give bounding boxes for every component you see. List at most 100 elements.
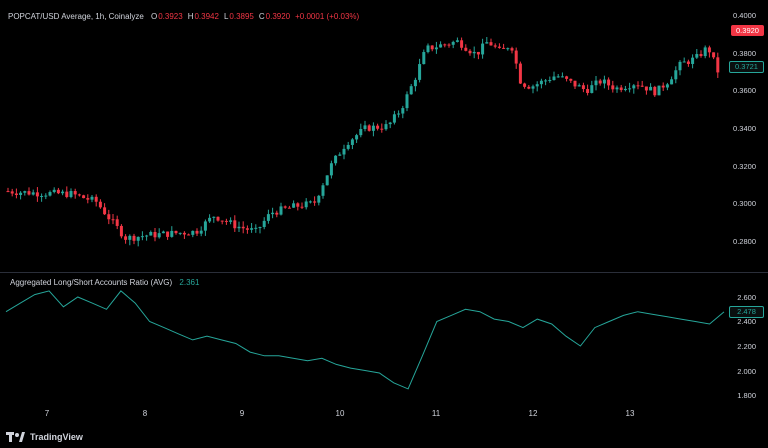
candle-body (686, 61, 690, 64)
candle-body (287, 207, 291, 209)
candle-body (670, 79, 674, 85)
candle-body (569, 78, 573, 81)
ohlc-value: 0.3895 (229, 12, 254, 21)
tradingview-logo-icon (6, 432, 25, 442)
candle-body (691, 57, 695, 64)
candle-body (300, 206, 304, 208)
candle-body (363, 125, 367, 130)
candle-body (174, 230, 178, 234)
candle-body (397, 113, 401, 115)
candle-body (140, 236, 144, 238)
date-axis-label: 12 (528, 409, 538, 418)
candle-body (367, 125, 371, 131)
candle-body (653, 86, 657, 96)
candle-body (468, 50, 472, 54)
oscillator-value: 2.361 (179, 278, 200, 287)
candle-body (665, 84, 669, 88)
candle-body (14, 193, 18, 195)
candle-body (531, 86, 535, 89)
candle-body (623, 88, 627, 91)
candle-body (69, 191, 73, 197)
candle-body (493, 45, 497, 47)
ohlc-key: C (258, 12, 265, 21)
candle-body (523, 83, 527, 87)
candle-body (640, 85, 644, 87)
candle-body (254, 227, 258, 229)
candle-body (283, 206, 287, 208)
candle-body (241, 226, 245, 229)
candle-body (556, 76, 560, 78)
candle-body (308, 201, 312, 203)
candle-body (237, 226, 241, 229)
candle-body (44, 195, 48, 197)
line-price-tag: 0.3721 (729, 61, 764, 73)
price-axis-label: 0.3200 (733, 162, 756, 171)
candle-body (443, 44, 447, 46)
ohlc-key: O (151, 12, 158, 21)
candle-body (292, 203, 296, 208)
oscillator-axis-label: 2.600 (737, 293, 756, 302)
ohlc-value: 0.3920 (265, 12, 291, 21)
candle-body (329, 163, 333, 176)
candle-body (590, 85, 594, 93)
candle-body (518, 63, 522, 84)
candle-body (581, 85, 585, 90)
candle-body (245, 228, 249, 230)
candle-body (485, 42, 489, 44)
candle-body (594, 80, 598, 86)
oscillator-axis-label: 2.200 (737, 342, 756, 351)
candle-body (136, 236, 140, 241)
candle-body (455, 40, 459, 42)
candle-body (682, 61, 686, 63)
brand-name: TradingView (30, 432, 83, 442)
candle-body (212, 216, 216, 218)
candle-body (233, 220, 237, 229)
candle-body (27, 191, 31, 195)
price-legend: POPCAT/USD Average, 1h, Coinalyze O0.392… (8, 12, 359, 22)
candle-body (111, 219, 115, 221)
candle-body (716, 57, 720, 73)
candle-body (481, 43, 485, 55)
candle-body (182, 232, 186, 235)
date-axis-label: 13 (625, 409, 635, 418)
ohlc-values: O0.3923 H0.3942 L0.3895 C0.3920 +0.0001 (+0.… (146, 12, 359, 21)
candle-body (250, 228, 254, 230)
candle-body (548, 80, 552, 82)
candle-body (573, 80, 577, 87)
candle-body (355, 135, 359, 140)
candle-body (321, 185, 325, 196)
candle-body (439, 44, 443, 48)
candle-body (107, 214, 111, 220)
candle-body (325, 175, 329, 186)
candle-body (535, 84, 539, 87)
candle-body (208, 217, 212, 222)
candle-body (615, 87, 619, 90)
candle-body (699, 54, 703, 57)
ohlc-value: 0.3923 (158, 12, 183, 21)
candle-body (153, 232, 157, 238)
candle-body (577, 85, 581, 87)
footer (0, 426, 768, 448)
candle-body (418, 64, 422, 80)
candle-body (73, 191, 77, 195)
candle-body (489, 42, 493, 46)
candle-body (296, 203, 300, 207)
candle-body (430, 45, 434, 50)
candle-body (464, 47, 468, 51)
candle-body (77, 194, 81, 196)
price-axis-label: 0.2800 (733, 237, 756, 246)
pane-divider[interactable] (0, 272, 768, 273)
candle-body (695, 54, 699, 58)
candle-body (409, 86, 413, 95)
candle-body (199, 230, 203, 234)
brand[interactable]: TradingView (6, 430, 83, 444)
candle-body (707, 47, 711, 53)
candle-body (31, 192, 35, 195)
candle-body (460, 40, 464, 48)
candle-body (350, 139, 354, 145)
candle-body (371, 125, 375, 131)
candle-body (178, 232, 182, 234)
oscillator-axis-label: 2.400 (737, 317, 756, 326)
